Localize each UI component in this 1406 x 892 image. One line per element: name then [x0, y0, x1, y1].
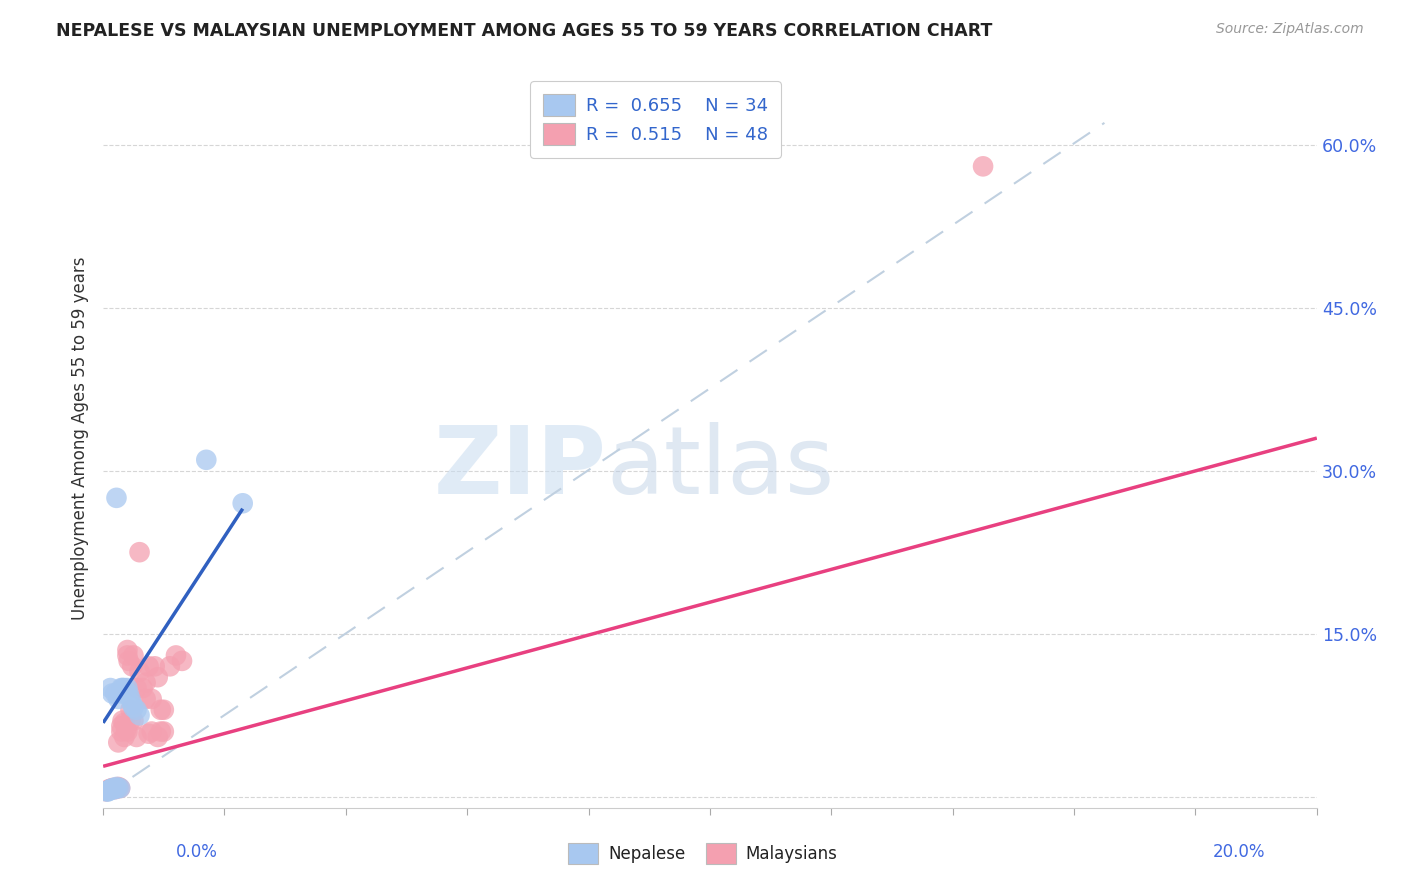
Point	[153, 703, 176, 717]
Point	[120, 703, 142, 717]
Point	[115, 723, 138, 737]
Point	[153, 724, 176, 739]
Point	[165, 648, 187, 663]
Point	[111, 714, 134, 728]
Point	[141, 692, 163, 706]
Point	[107, 780, 129, 794]
Point	[100, 782, 122, 797]
Point	[117, 681, 139, 695]
Legend: Nepalese, Malaysians: Nepalese, Malaysians	[562, 837, 844, 871]
Point	[97, 784, 120, 798]
Text: NEPALESE VS MALAYSIAN UNEMPLOYMENT AMONG AGES 55 TO 59 YEARS CORRELATION CHART: NEPALESE VS MALAYSIAN UNEMPLOYMENT AMONG…	[56, 22, 993, 40]
Point	[107, 735, 129, 749]
Point	[195, 452, 218, 467]
Point	[103, 782, 125, 797]
Text: Source: ZipAtlas.com: Source: ZipAtlas.com	[1216, 22, 1364, 37]
Point	[122, 648, 145, 663]
Point	[125, 681, 148, 695]
Point	[120, 714, 142, 728]
Point	[112, 681, 135, 695]
Text: 0.0%: 0.0%	[176, 843, 218, 861]
Point	[108, 780, 131, 795]
Point	[138, 659, 160, 673]
Point	[131, 681, 153, 695]
Point	[107, 692, 129, 706]
Point	[104, 686, 127, 700]
Point	[117, 643, 139, 657]
Point	[101, 686, 124, 700]
Point	[122, 714, 145, 728]
Point	[117, 654, 139, 668]
Point	[135, 675, 157, 690]
Point	[122, 700, 145, 714]
Point	[125, 730, 148, 744]
Point	[100, 782, 122, 797]
Point	[121, 659, 143, 673]
Point	[104, 780, 127, 795]
Point	[100, 782, 122, 797]
Point	[100, 681, 122, 695]
Point	[105, 780, 128, 794]
Point	[128, 708, 150, 723]
Point	[98, 783, 121, 797]
Point	[112, 715, 135, 730]
Point	[111, 681, 134, 695]
Point	[146, 730, 169, 744]
Point	[101, 780, 124, 795]
Point	[117, 686, 139, 700]
Point	[232, 496, 254, 510]
Point	[141, 724, 163, 739]
Point	[149, 724, 172, 739]
Point	[96, 784, 118, 798]
Point	[98, 782, 121, 797]
Point	[110, 724, 132, 739]
Point	[170, 654, 193, 668]
Point	[104, 782, 127, 797]
Point	[103, 780, 125, 795]
Point	[97, 783, 120, 797]
Point	[135, 692, 157, 706]
Point	[159, 659, 181, 673]
Point	[128, 545, 150, 559]
Point	[120, 692, 142, 706]
Point	[149, 703, 172, 717]
Point	[101, 782, 124, 797]
Point	[972, 159, 994, 173]
Point	[115, 686, 138, 700]
Point	[125, 703, 148, 717]
Point	[98, 783, 121, 797]
Text: 20.0%: 20.0%	[1213, 843, 1265, 861]
Point	[121, 698, 143, 712]
Point	[107, 780, 129, 795]
Point	[146, 670, 169, 684]
Point	[117, 648, 139, 663]
Point	[96, 784, 118, 798]
Point	[105, 780, 128, 795]
Point	[104, 782, 127, 797]
Point	[143, 659, 166, 673]
Point	[97, 784, 120, 798]
Point	[117, 724, 139, 739]
Point	[101, 780, 124, 795]
Text: atlas: atlas	[607, 422, 835, 514]
Point	[112, 730, 135, 744]
Point	[110, 686, 132, 700]
Point	[105, 491, 128, 505]
Point	[108, 780, 131, 795]
Point	[110, 719, 132, 733]
Point	[110, 681, 132, 695]
Point	[128, 665, 150, 679]
Y-axis label: Unemployment Among Ages 55 to 59 years: Unemployment Among Ages 55 to 59 years	[72, 256, 89, 620]
Legend: R =  0.655    N = 34, R =  0.515    N = 48: R = 0.655 N = 34, R = 0.515 N = 48	[530, 81, 780, 158]
Text: ZIP: ZIP	[434, 422, 607, 514]
Point	[138, 727, 160, 741]
